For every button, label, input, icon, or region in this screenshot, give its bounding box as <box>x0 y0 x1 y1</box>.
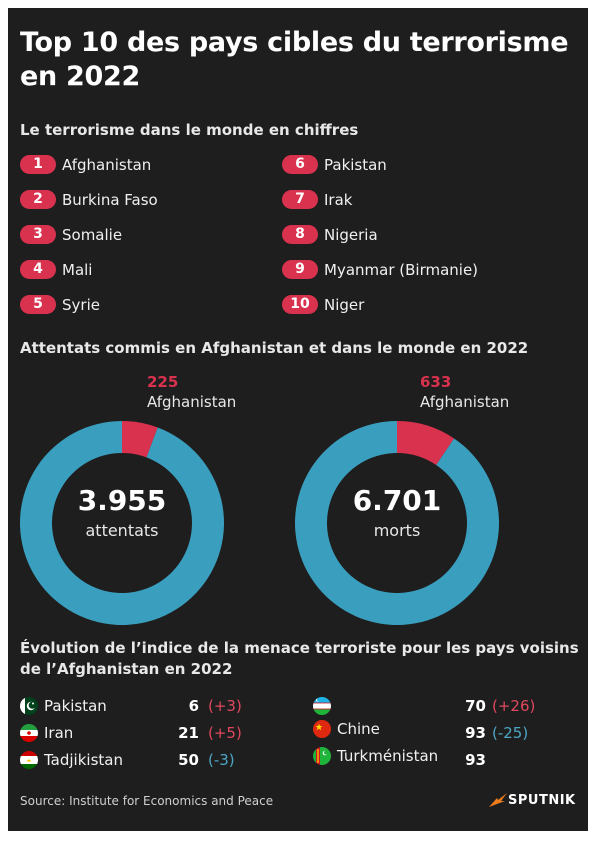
neighbor-row: Tadjikistan <box>20 749 123 771</box>
donut-2-highlight-name: Afghanistan <box>420 393 510 411</box>
rank-badge: 5 <box>20 295 56 314</box>
sputnik-logo: SPUTNIK <box>488 792 576 808</box>
rank-badge: 2 <box>20 190 56 209</box>
iran-flag-icon <box>20 724 38 742</box>
infographic-card: { "title": "Top 10 des pays cibles du te… <box>8 8 588 831</box>
rank-country: Niger <box>324 295 365 314</box>
rank-badge: 10 <box>282 295 318 314</box>
turkmenistan-flag-icon <box>313 747 331 765</box>
rank-badge: 6 <box>282 155 318 174</box>
rank-badge: 4 <box>20 260 56 279</box>
tajikistan-flag-icon <box>20 751 38 769</box>
ranking-item: 7 Irak <box>282 190 352 209</box>
section-attacks-title: Attentats commis en Afghanistan et dans … <box>20 339 529 357</box>
donut-2-total: 6.701 <box>352 484 442 517</box>
donut-charts <box>20 421 500 625</box>
neighbor-index: 93 <box>465 751 486 769</box>
neighbor-country: Chine <box>337 720 380 738</box>
neighbor-change: (+26) <box>492 697 536 715</box>
ranking-item: 2 Burkina Faso <box>20 190 158 209</box>
rank-country: Myanmar (Birmanie) <box>324 260 479 279</box>
neighbor-change: (+5) <box>208 724 242 742</box>
neighbor-country: Iran <box>44 724 74 742</box>
ranking-item: 10 Niger <box>282 295 364 314</box>
donut-1-slice-afghanistan <box>122 421 158 458</box>
donut-2-callout: 633 Afghanistan <box>420 372 509 412</box>
rank-badge: 9 <box>282 260 318 279</box>
neighbor-index: 93 <box>465 724 486 742</box>
neighbor-index: 50 <box>178 751 199 769</box>
sputnik-logo-icon <box>489 793 507 807</box>
ranking-item: 5 Syrie <box>20 295 100 314</box>
neighbor-row: Iran <box>20 722 73 744</box>
source-note: Source: Institute for Economics and Peac… <box>20 794 274 808</box>
donut-1-callout: 225 Afghanistan <box>147 372 236 412</box>
rank-country: Irak <box>324 190 353 209</box>
donut-1-slice-rest-of-world <box>20 421 225 625</box>
neighbor-index: 6 <box>188 697 199 715</box>
ranking-item: 6 Pakistan <box>282 155 387 174</box>
section-ranking-title: Le terrorisme dans le monde en chiffres <box>20 121 359 139</box>
neighbor-row: Chine <box>313 718 380 740</box>
rank-badge: 1 <box>20 155 56 174</box>
pakistan-flag-icon <box>20 697 38 715</box>
neighbor-index: 70 <box>465 697 486 715</box>
neighbor-country: Pakistan <box>44 697 107 715</box>
neighbor-country: Tadjikistan <box>44 751 123 769</box>
neighbor-row: Pakistan <box>20 695 107 717</box>
donut-1-highlight-name: Afghanistan <box>147 393 237 411</box>
rank-country: Burkina Faso <box>62 190 158 209</box>
rank-country: Syrie <box>62 295 100 314</box>
ranking-item: 8 Nigeria <box>282 225 378 244</box>
ranking-item: 3 Somalie <box>20 225 122 244</box>
neighbor-change: (+3) <box>208 697 242 715</box>
ranking-item: 4 Mali <box>20 260 92 279</box>
donut-2-highlight-value: 633 <box>420 373 452 391</box>
rank-country: Mali <box>62 260 93 279</box>
rank-country: Afghanistan <box>62 155 152 174</box>
sputnik-logo-text: SPUTNIK <box>508 792 576 808</box>
neighbor-index: 21 <box>178 724 199 742</box>
page-title: Top 10 des pays cibles du terrorisme en … <box>20 27 569 92</box>
donut-1-total: 3.955 <box>77 484 167 517</box>
rank-badge: 7 <box>282 190 318 209</box>
donut-1-unit: attentats <box>85 521 159 540</box>
neighbor-country: Turkménistan <box>337 747 439 765</box>
section-neighbors-title-line1: Évolution de l’indice de la menace terro… <box>20 639 579 657</box>
ranking-item: 1 Afghanistan <box>20 155 151 174</box>
section-neighbors-title-line2: de l’Afghanistan en 2022 <box>20 660 233 678</box>
donut-2-slice-rest-of-world <box>295 421 500 625</box>
rank-country: Pakistan <box>324 155 387 174</box>
rank-country: Somalie <box>62 225 123 244</box>
rank-country: Nigeria <box>324 225 378 244</box>
ranking-item: 9 Myanmar (Birmanie) <box>282 260 478 279</box>
donut-1-highlight-value: 225 <box>147 373 179 391</box>
rank-badge: 8 <box>282 225 318 244</box>
neighbor-change: (-3) <box>208 751 235 769</box>
china-flag-icon <box>313 720 331 738</box>
neighbor-change: (-25) <box>492 724 529 742</box>
donut-2-slice-afghanistan <box>397 421 455 465</box>
rank-badge: 3 <box>20 225 56 244</box>
neighbor-row <box>313 695 337 717</box>
neighbor-row: Turkménistan <box>313 745 438 767</box>
donut-2-unit: morts <box>373 521 421 540</box>
uzbekistan-flag-icon <box>313 697 331 715</box>
